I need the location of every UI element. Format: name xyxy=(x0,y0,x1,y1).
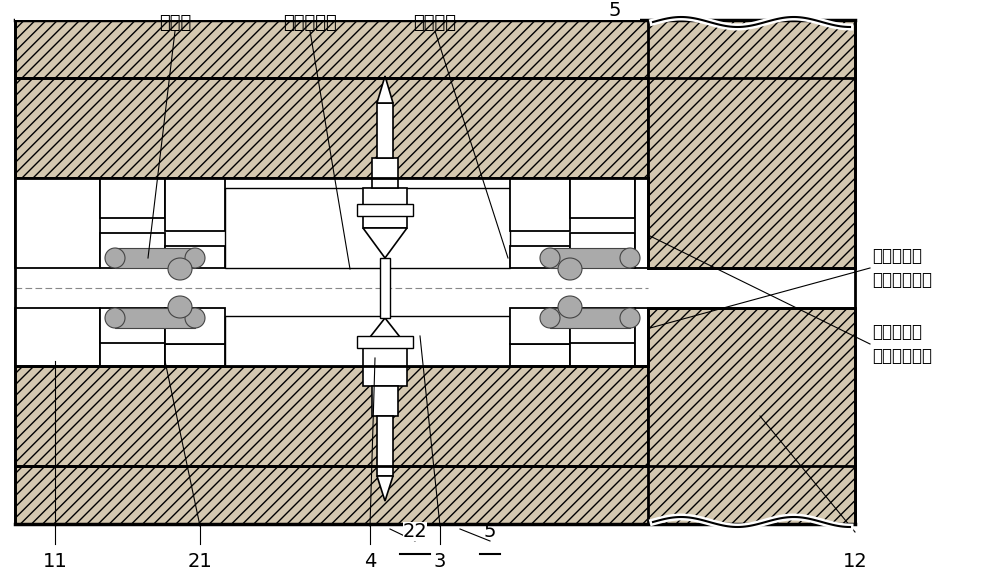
Bar xyxy=(363,346,407,386)
Text: 辅助密封: 辅助密封 xyxy=(414,14,456,32)
Bar xyxy=(372,386,398,416)
Ellipse shape xyxy=(558,296,582,318)
Bar xyxy=(15,308,648,366)
Bar xyxy=(635,178,648,268)
Bar xyxy=(570,233,635,268)
Bar xyxy=(15,0,640,20)
Bar xyxy=(15,178,648,268)
Text: 5: 5 xyxy=(609,2,621,21)
Bar xyxy=(100,178,165,218)
Text: 22: 22 xyxy=(403,522,427,541)
Text: 目标飞行器
对接密封结构: 目标飞行器 对接密封结构 xyxy=(872,323,932,365)
Bar xyxy=(363,188,407,228)
Bar xyxy=(100,308,165,343)
Text: 11: 11 xyxy=(43,552,67,571)
Bar xyxy=(15,268,648,308)
Bar xyxy=(377,103,393,158)
Bar xyxy=(115,308,195,328)
Ellipse shape xyxy=(105,248,125,268)
Ellipse shape xyxy=(620,248,640,268)
Bar xyxy=(550,248,630,268)
Polygon shape xyxy=(363,318,407,346)
Ellipse shape xyxy=(620,308,640,328)
Bar xyxy=(15,466,855,524)
Bar xyxy=(15,78,648,178)
Bar xyxy=(15,308,100,366)
Bar xyxy=(100,324,165,366)
Bar xyxy=(635,308,648,366)
Bar xyxy=(570,308,635,343)
Polygon shape xyxy=(377,76,393,103)
Text: 5: 5 xyxy=(484,522,496,541)
Bar xyxy=(510,246,570,268)
Text: 对接密封面: 对接密封面 xyxy=(283,14,337,32)
Bar xyxy=(648,20,855,268)
Bar xyxy=(165,246,225,268)
Bar xyxy=(100,233,165,268)
Bar xyxy=(15,178,100,268)
Ellipse shape xyxy=(105,308,125,328)
Ellipse shape xyxy=(168,258,192,280)
Bar xyxy=(225,316,510,366)
Bar xyxy=(357,204,413,216)
Ellipse shape xyxy=(168,296,192,318)
Bar xyxy=(380,258,390,318)
Bar xyxy=(550,308,630,328)
Bar xyxy=(372,158,398,188)
Text: 3: 3 xyxy=(434,552,446,571)
Bar xyxy=(648,308,855,524)
Bar xyxy=(570,178,635,218)
Text: 4: 4 xyxy=(364,552,376,571)
Text: 主密封: 主密封 xyxy=(159,14,191,32)
Ellipse shape xyxy=(540,248,560,268)
Ellipse shape xyxy=(185,248,205,268)
Ellipse shape xyxy=(185,308,205,328)
Text: 12: 12 xyxy=(843,552,867,571)
Bar xyxy=(115,248,195,268)
Bar xyxy=(510,308,570,344)
Bar xyxy=(15,20,855,78)
Ellipse shape xyxy=(540,308,560,328)
Bar xyxy=(165,178,225,231)
Text: 21: 21 xyxy=(188,552,212,571)
Bar xyxy=(570,324,635,366)
Bar xyxy=(225,188,510,268)
Bar xyxy=(165,308,225,344)
Polygon shape xyxy=(377,476,393,501)
Text: 追踪飞行器
对接密封结构: 追踪飞行器 对接密封结构 xyxy=(872,247,932,289)
Bar xyxy=(510,344,570,366)
Bar xyxy=(510,178,570,231)
Ellipse shape xyxy=(558,258,582,280)
Bar xyxy=(377,416,393,476)
Bar xyxy=(165,344,225,366)
Bar xyxy=(357,336,413,348)
Bar xyxy=(15,366,648,466)
Polygon shape xyxy=(363,228,407,258)
